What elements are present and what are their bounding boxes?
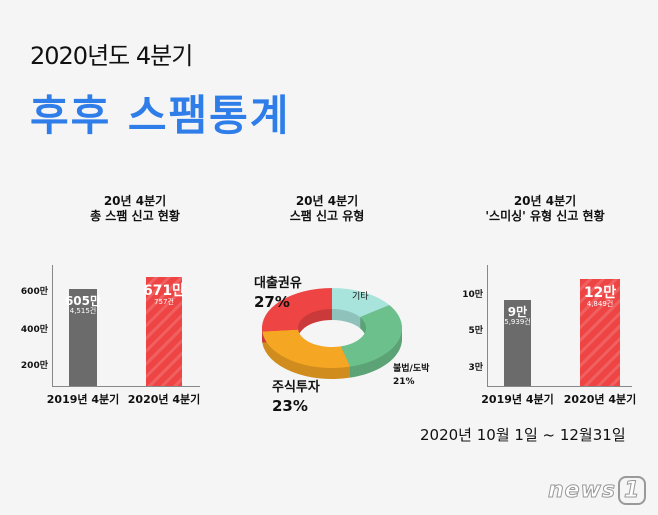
x-category-label: 2020년 4분기 — [127, 393, 201, 406]
chart2-title: 20년 4분기 스팸 신고 유형 — [227, 194, 427, 224]
y-tick-label: 600만 — [20, 287, 48, 297]
bar-sub-label: 757건 — [154, 297, 174, 306]
donut-slice-3 — [262, 288, 332, 332]
chart3-title: 20년 4분기 '스미싱' 유형 신고 현황 — [445, 194, 645, 224]
y-tick-label: 10만 — [462, 290, 483, 300]
y-tick-label: 3만 — [468, 363, 483, 373]
chart3-title-line1: 20년 4분기 — [513, 194, 577, 208]
chart2-title-line2: 스팸 신고 유형 — [289, 209, 365, 223]
bar-value-label: 9만 — [507, 305, 528, 320]
stock-percent: 23% — [272, 397, 308, 415]
x-category-label: 2019년 4분기 — [481, 393, 554, 406]
x-category-label: 2019년 4분기 — [46, 393, 120, 406]
bar-sub-label: 4,515건 — [69, 307, 97, 316]
period-text: 2020년 10월 1일 ~ 12월31일 — [420, 426, 626, 444]
donut-slice-0 — [332, 288, 390, 318]
y-tick-label: 200만 — [20, 361, 48, 371]
bar-value-label: 671만 — [142, 282, 186, 299]
chart2-title-line1: 20년 4분기 — [295, 194, 359, 208]
y-axis — [52, 265, 53, 386]
gambling-name: 불법/도박 — [393, 364, 430, 374]
loan-name: 대출권유 — [254, 276, 302, 291]
bar-sub-label: 4,849건 — [586, 299, 614, 308]
y-tick-label: 5만 — [468, 326, 483, 336]
x-axis — [487, 386, 632, 387]
chart1-title-line1: 20년 4분기 — [103, 194, 167, 208]
page-title: 후후 스팸통계 — [30, 91, 291, 140]
donut-label-loan: 대출권유 27% — [254, 272, 302, 311]
donut-label-stock: 주식투자 23% — [272, 376, 320, 415]
donut-label-other: 기타 — [352, 292, 369, 302]
bar-1 — [146, 276, 182, 386]
donut-chart — [262, 288, 402, 379]
bar-1 — [580, 278, 620, 386]
chart1-title: 20년 4분기 총 스팸 신고 현황 — [35, 194, 235, 224]
bar-value-label: 605만 — [64, 294, 102, 309]
x-axis — [52, 386, 200, 387]
chart3-title-line2: '스미싱' 유형 신고 현황 — [485, 209, 605, 223]
donut-slice-2 — [262, 329, 351, 368]
subtitle: 2020년도 4분기 — [30, 42, 193, 70]
y-axis — [487, 265, 488, 386]
gambling-percent: 21% — [393, 377, 415, 387]
loan-percent: 27% — [254, 293, 290, 311]
chart1-title-line2: 총 스팸 신고 현황 — [90, 209, 180, 223]
news1-logo: news 1 — [547, 476, 647, 505]
stock-name: 주식투자 — [272, 380, 320, 395]
bar-0 — [69, 289, 97, 386]
donut-label-gambling: 불법/도박 21% — [393, 363, 429, 389]
y-tick-label: 400만 — [20, 325, 48, 335]
donut-slice-1 — [340, 305, 402, 367]
x-category-label: 2020년 4분기 — [563, 393, 637, 406]
bar-value-label: 12만 — [583, 284, 617, 301]
bar-0 — [504, 300, 531, 386]
bar-sub-label: 5,939건 — [504, 318, 531, 327]
